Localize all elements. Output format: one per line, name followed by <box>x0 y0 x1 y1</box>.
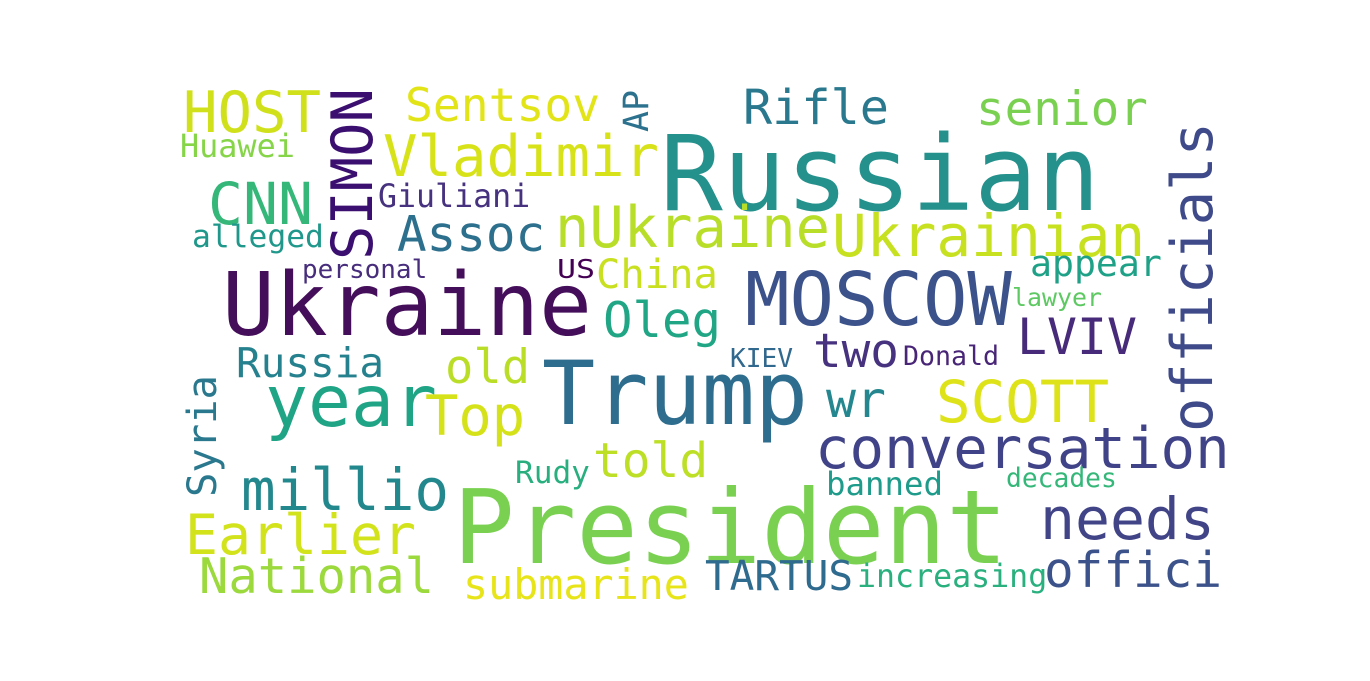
word-russian: Russian <box>660 113 1100 235</box>
word-scott: SCOTT <box>936 369 1110 436</box>
word-nukraine: nUkraine <box>555 195 830 261</box>
word-lawyer: lawyer <box>1012 283 1102 312</box>
word-lviv: LVIV <box>1017 308 1137 366</box>
word-host: HOST <box>183 79 321 146</box>
word-cnn: CNN <box>208 170 313 238</box>
word-donald: Donald <box>903 341 1000 372</box>
word-submarine: submarine <box>463 560 689 609</box>
word-ap: AP <box>617 89 657 132</box>
word-old: old <box>445 340 531 395</box>
word-millio: millio <box>241 457 450 524</box>
word-increasing: increasing <box>857 559 1048 595</box>
word-moscow: MOSCOW <box>745 257 1012 343</box>
word-us: US <box>557 255 596 285</box>
word-president: President <box>453 469 1008 588</box>
word-assoc: Assoc <box>397 205 546 263</box>
word-china: China <box>596 250 718 298</box>
word-giuliani: Giuliani <box>378 179 531 215</box>
word-oleg: Oleg <box>603 292 722 349</box>
word-decades: decades <box>1006 464 1117 494</box>
word-wr: wr <box>826 371 886 429</box>
word-offici: offici <box>1044 541 1223 599</box>
word-alleged: alleged <box>192 219 324 255</box>
word-ukrainian: Ukrainian <box>832 202 1146 270</box>
word-national: National <box>199 548 435 605</box>
word-rudy: Rudy <box>515 455 590 491</box>
word-officials: officials <box>1160 122 1226 432</box>
word-ukraine: Ukraine <box>222 254 593 356</box>
word-russia: Russia <box>236 339 385 387</box>
word-banned: banned <box>826 465 944 503</box>
word-simon: SIMON <box>320 88 386 260</box>
word-two: two <box>813 324 899 379</box>
word-kiev: KIEV <box>730 344 794 374</box>
word-tartus: TARTUS <box>705 552 854 600</box>
word-personal: personal <box>302 255 428 285</box>
word-sentsov: Sentsov <box>405 78 601 132</box>
word-conversation: conversation <box>815 415 1230 482</box>
word-vladimir: Vladimir <box>383 123 659 190</box>
word-top: Top <box>425 385 526 449</box>
word-huawei: Huawei <box>180 128 295 165</box>
word-syria: Syria <box>178 375 226 497</box>
word-earlier: Earlier <box>185 503 416 567</box>
word-trump: Trump <box>542 342 809 445</box>
word-rifle: Rifle <box>743 80 889 136</box>
word-year: year <box>265 360 437 443</box>
word-told: told <box>593 434 709 489</box>
word-needs: needs <box>1040 485 1215 553</box>
word-senior: senior <box>976 82 1148 137</box>
word-appear: appear <box>1030 242 1162 285</box>
